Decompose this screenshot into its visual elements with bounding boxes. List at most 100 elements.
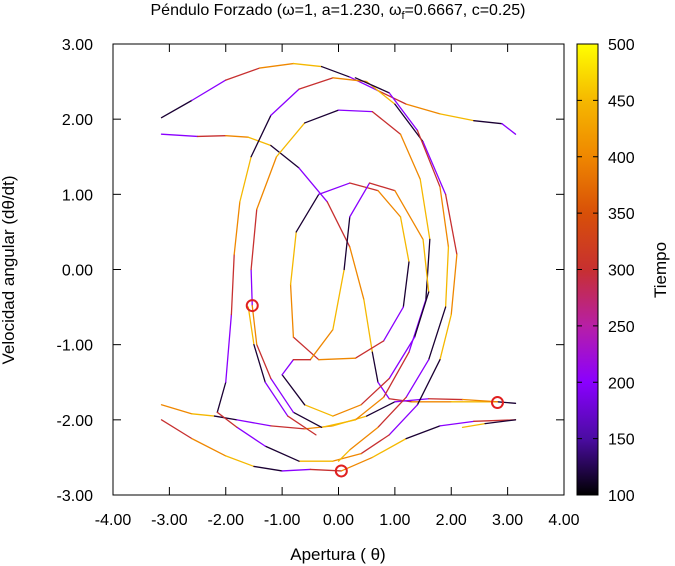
trajectory-segment [416,359,441,406]
trajectory-segment [225,135,249,138]
trajectory-segment [332,404,362,417]
trajectory-segment [281,374,306,406]
y-tick-label: 0.00 [62,263,93,280]
x-axis-ticks: -4.00 -3.00 -2.00 -1.00 0.00 1.00 2.00 3.00 4.00 [95,44,580,529]
trajectory-segment [292,62,323,68]
trajectory-segment [275,122,306,158]
trajectory-segment [320,65,351,78]
trajectory-segment [292,411,323,429]
trajectory-segment [382,306,404,342]
poincare-markers [245,299,504,478]
trajectory-segment [309,328,334,361]
y-tick-label: 2.00 [62,112,93,129]
trajectory-segment [439,186,450,248]
poincare-point [334,464,348,478]
trajectory-segment [496,401,517,404]
colorbar-tick-label: 400 [608,150,635,167]
trajectory-segment [230,253,235,316]
trajectory-segment [394,189,424,241]
trajectory-segment [160,133,199,138]
trajectory-segment [270,88,300,117]
trajectory-segment [368,182,396,192]
trajectory-segment [258,62,295,69]
trajectory-segment [428,398,464,401]
trajectory-segment [349,246,365,301]
trajectory-segment [281,359,295,376]
trajectory-segment [270,144,300,169]
trajectory-segment [450,253,458,316]
trajectory-segment [292,336,320,361]
trajectory-segment [371,351,379,383]
trajectory-segment [388,404,419,436]
trajectory-segment [304,404,334,417]
trajectory-segment [250,114,272,158]
trajectory-segment [318,182,351,195]
trajectory-segment [354,396,385,421]
trajectory-segment [422,141,447,195]
trajectory-segment [251,304,258,346]
trajectory-segment [281,468,311,472]
trajectory-segment [354,77,390,94]
trajectory-segment [428,306,447,361]
trajectory-segment [343,216,351,271]
trajectory-segment [388,336,416,380]
plot-frame [112,43,565,496]
colorbar-tick-label: 300 [608,263,635,280]
trajectory-segment [399,216,410,263]
trajectory-segment [239,156,252,203]
y-tick-label: 1.00 [62,187,93,204]
trajectory-segment [298,77,334,90]
trajectory-segment [216,411,238,429]
trajectory-segment [394,103,424,143]
trajectory-segment [326,201,351,248]
trajectory-segment [225,67,261,81]
trajectory-segment [354,340,385,359]
trajectory-segment [405,359,430,398]
trajectory-segment [160,419,193,440]
trajectory-segment [422,238,430,293]
trajectory-segment [332,268,345,331]
trajectory-segment [247,306,255,346]
trajectory-segment [349,426,379,451]
trajectory-segment [444,246,450,308]
trajectory-segment [196,135,227,138]
colorbar-tick-label: 150 [608,432,635,449]
trajectory-segment [382,351,410,398]
trajectory-segment [160,99,193,119]
x-tick-label: 2.00 [436,512,467,529]
trajectory-segment [287,415,317,436]
trajectory-segment [413,291,430,338]
trajectory-segment [256,344,272,380]
trajectory-segment [349,182,371,218]
x-axis-label: Apertura ( θ) [290,545,385,564]
trajectory-segment [399,133,421,180]
trajectory-segment [270,377,295,413]
chart-title: Péndulo Forzado (ω=1, a=1.230, ωf=0.6667… [151,2,526,22]
trajectory-segment [298,167,328,203]
trajectory-segment [360,377,390,406]
trajectory-segment [416,129,441,188]
trajectory-segment [320,419,357,429]
trajectory-segment [289,283,295,338]
trajectory-segment [439,420,475,427]
trajectory-segment [295,193,320,233]
y-tick-label: 3.00 [62,37,93,54]
colorbar-tick-label: 350 [608,206,635,223]
trajectory-segment [236,426,266,447]
trajectory-segment [377,396,407,429]
x-tick-label: 3.00 [492,512,523,529]
trajectory-segment [484,419,517,425]
trajectory-segment [461,422,486,429]
poincare-point [245,299,259,313]
trajectory-segment [405,103,441,115]
y-tick-label: -1.00 [57,338,94,355]
x-tick-label: 1.00 [379,512,410,529]
x-tick-label: -2.00 [208,512,245,529]
colorbar-label: Tiempo [651,242,670,298]
trajectory-segment [349,76,379,92]
y-axis-label: Velocidad angular (dθ/dt) [0,175,18,364]
trajectory-segment [191,437,227,457]
trajectory-segment [304,109,340,124]
y-tick-label: -2.00 [57,413,94,430]
